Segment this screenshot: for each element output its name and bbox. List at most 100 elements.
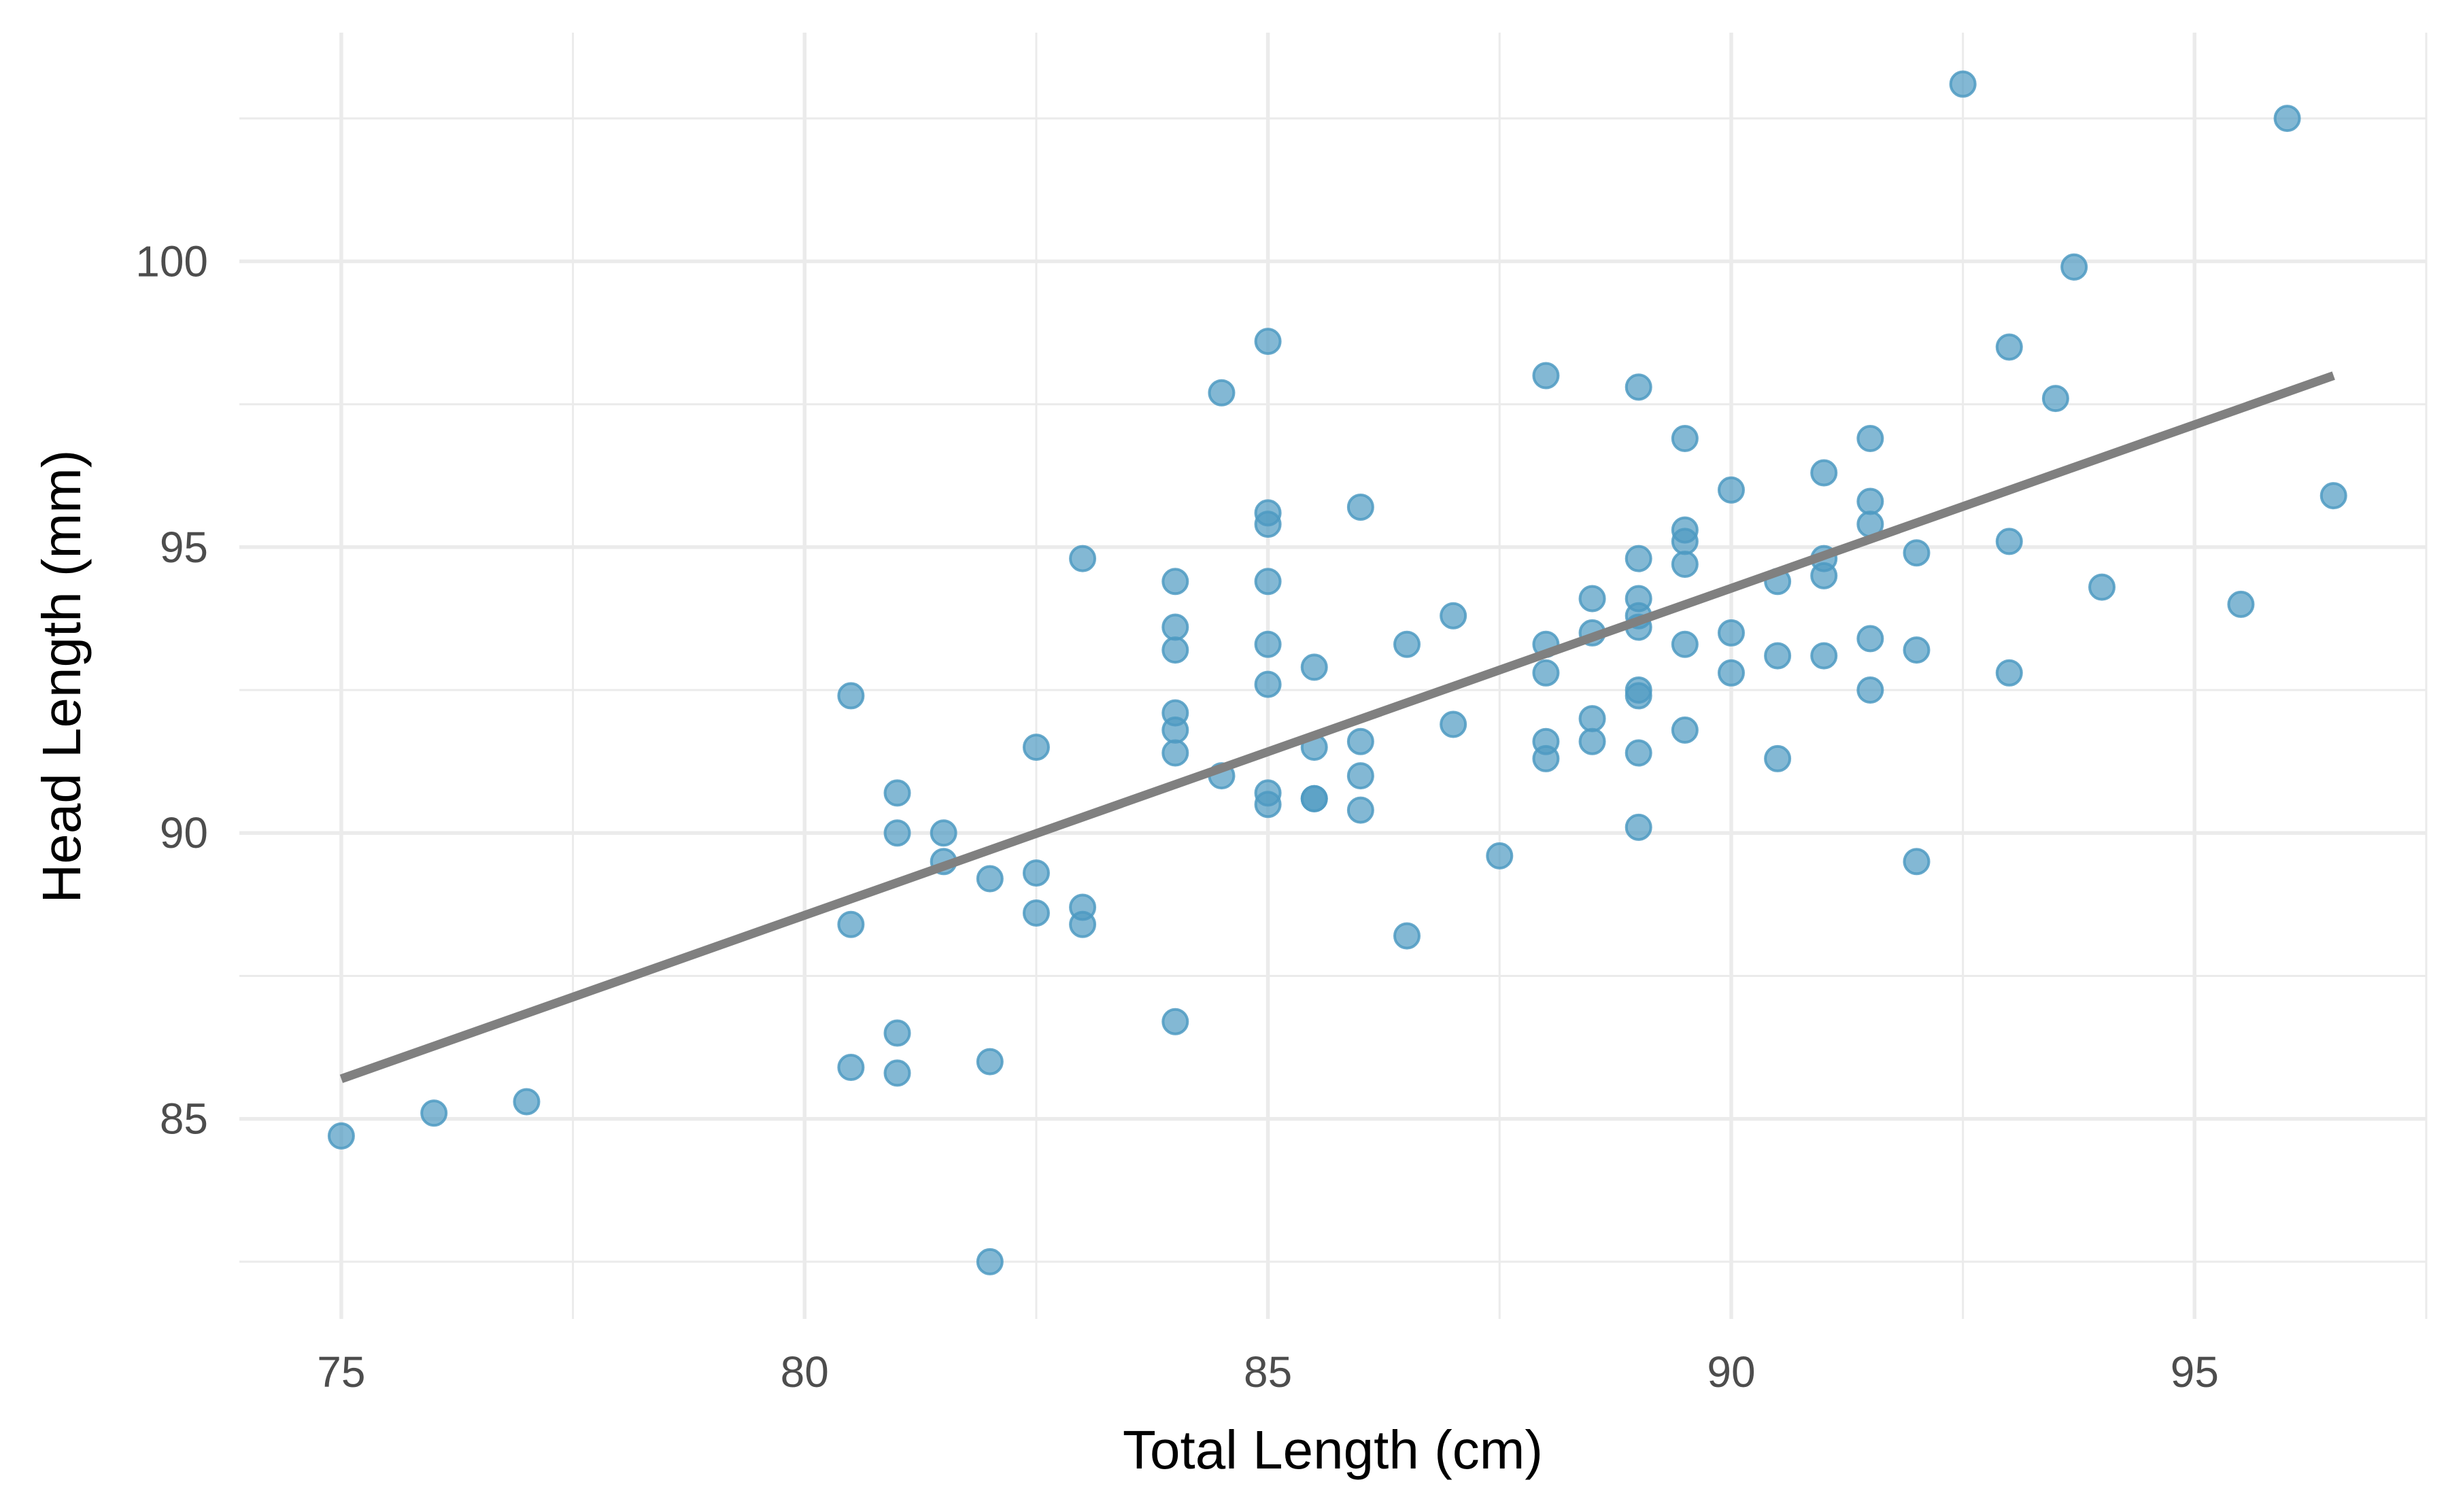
data-point [2273, 105, 2301, 133]
data-point [1022, 899, 1050, 927]
data-point [1903, 636, 1931, 664]
data-point [837, 910, 865, 938]
regression-line-layer [339, 371, 2335, 1083]
data-point [2088, 573, 2116, 601]
data-point [1810, 562, 1838, 589]
data-point [1995, 333, 2023, 361]
data-point [976, 1048, 1004, 1076]
data-point [420, 1099, 448, 1127]
data-point [1346, 493, 1374, 521]
data-point [2319, 482, 2347, 510]
data-point [1625, 739, 1652, 767]
data-point [1625, 813, 1652, 841]
data-point [1254, 328, 1282, 356]
data-point [1578, 705, 1606, 733]
data-point [1671, 551, 1699, 579]
data-point [1995, 659, 2023, 687]
data-point [2041, 385, 2069, 413]
major-gridlines [239, 33, 2426, 1319]
data-point [1810, 642, 1838, 670]
data-point [1161, 568, 1189, 596]
data-point [883, 1059, 911, 1087]
data-point [1671, 425, 1699, 453]
data-point [1346, 727, 1374, 755]
data-point [1254, 630, 1282, 658]
y-tick-label: 90 [160, 808, 208, 857]
data-point [513, 1088, 541, 1116]
data-point [1717, 619, 1745, 647]
data-point [1022, 859, 1050, 887]
data-point [1578, 727, 1606, 755]
data-point [1671, 716, 1699, 744]
minor-gridlines [239, 33, 2428, 1319]
data-point [1069, 545, 1097, 572]
data-point [327, 1122, 355, 1150]
data-point [1161, 636, 1189, 664]
data-point [1578, 585, 1606, 613]
data-points [327, 70, 2347, 1275]
data-point [1995, 528, 2023, 555]
data-point [837, 1054, 865, 1082]
data-point [1625, 682, 1652, 710]
data-point [1903, 539, 1931, 567]
x-tick-label: 75 [317, 1347, 365, 1396]
y-axis-tick-labels: 85 90 95 100 [135, 237, 208, 1143]
data-point [2227, 590, 2255, 618]
data-point [1440, 602, 1467, 630]
data-point [976, 1248, 1004, 1275]
data-point [1161, 613, 1189, 641]
data-point [1161, 739, 1189, 767]
data-point [2060, 253, 2088, 281]
data-point [883, 779, 911, 807]
data-point [1300, 653, 1328, 681]
data-point [1254, 511, 1282, 538]
data-point [1393, 630, 1421, 658]
data-point [1717, 476, 1745, 504]
data-point [1393, 922, 1421, 950]
data-point [1717, 659, 1745, 687]
data-point [1856, 487, 1884, 515]
data-point [1254, 670, 1282, 698]
data-point [837, 682, 865, 710]
data-point [1810, 459, 1838, 487]
data-point [976, 865, 1004, 893]
data-point [1532, 362, 1560, 390]
data-point [1532, 659, 1560, 687]
data-point [1764, 642, 1792, 670]
y-axis-title: Head Length (mm) [31, 450, 92, 904]
data-point [1208, 379, 1236, 407]
data-point [883, 819, 911, 847]
data-point [1856, 625, 1884, 653]
data-point [1161, 1008, 1189, 1035]
data-point [1856, 676, 1884, 704]
data-point [1440, 710, 1467, 738]
data-point [1856, 425, 1884, 453]
data-point [930, 819, 957, 847]
data-point [1671, 630, 1699, 658]
x-axis-tick-labels: 75 80 85 90 95 [317, 1347, 2219, 1396]
data-point [1069, 910, 1097, 938]
data-point [1300, 785, 1328, 812]
data-point [883, 1019, 911, 1047]
data-point [1625, 373, 1652, 401]
data-point [1486, 842, 1514, 870]
regression-line [339, 371, 2335, 1083]
data-point [1764, 744, 1792, 772]
x-tick-label: 85 [1244, 1347, 1292, 1396]
data-point [1625, 545, 1652, 572]
y-tick-label: 85 [160, 1095, 208, 1144]
data-point [1949, 70, 1977, 98]
x-axis-title: Total Length (cm) [1123, 1420, 1543, 1480]
data-point [1254, 791, 1282, 819]
x-tick-label: 90 [1707, 1347, 1755, 1396]
data-point [1532, 744, 1560, 772]
data-point [1022, 734, 1050, 761]
data-point [1346, 762, 1374, 790]
x-tick-label: 95 [2171, 1347, 2219, 1396]
y-tick-label: 100 [135, 237, 208, 286]
data-point [1161, 716, 1189, 744]
data-point [1346, 796, 1374, 824]
data-point [1903, 848, 1931, 876]
